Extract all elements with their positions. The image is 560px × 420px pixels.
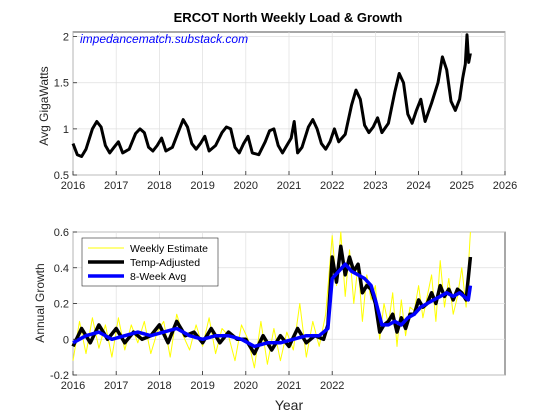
x-tick-label: 2019 xyxy=(190,380,214,392)
watermark-text: impedancematch.substack.com xyxy=(80,32,248,46)
y-tick-label: 2 xyxy=(63,32,69,44)
series-line-2 xyxy=(72,262,473,349)
load-chart-grid xyxy=(72,32,506,176)
legend-label-avg: 8-Week Avg xyxy=(130,271,186,283)
x-tick-label: 2017 xyxy=(104,180,128,192)
legend: Weekly Estimate Temp-Adjusted 8-Week Avg xyxy=(81,237,219,287)
x-tick-label: 2023 xyxy=(363,180,387,192)
growth-chart: 2016 2017 2018 2019 2020 2021 2022 -0.2 0 0.2 0.4… xyxy=(33,227,506,413)
load-chart-yticks: 0.5 1 1.5 2 xyxy=(54,32,77,182)
growth-chart-yticks: -0.2 0 0.2 0.4 0.6 xyxy=(50,227,77,382)
x-tick-label: 2021 xyxy=(277,180,301,192)
y-tick-label: 0.2 xyxy=(54,299,69,311)
x-tick-label: 2017 xyxy=(104,380,128,392)
x-tick-label: 2026 xyxy=(493,180,517,192)
x-tick-label: 2025 xyxy=(450,180,474,192)
y-tick-label: 0 xyxy=(63,334,69,346)
load-chart-series xyxy=(71,33,472,158)
load-chart: ERCOT North Weekly Load & Growth 2016 201… xyxy=(37,10,517,192)
y-tick-label: 0.5 xyxy=(54,170,69,182)
x-tick-label: 2016 xyxy=(61,380,85,392)
legend-label-weekly: Weekly Estimate xyxy=(130,243,208,255)
growth-chart-xlabel: Year xyxy=(275,397,304,413)
y-tick-label: 1 xyxy=(63,124,69,136)
series-line-0 xyxy=(71,33,472,158)
load-chart-xticks: 2016 2017 2018 2019 2020 2021 2022 2023 2024 2025… xyxy=(61,171,517,192)
x-tick-label: 2022 xyxy=(320,180,344,192)
load-chart-title: ERCOT North Weekly Load & Growth xyxy=(174,10,403,25)
x-tick-label: 2021 xyxy=(277,380,301,392)
x-tick-label: 2022 xyxy=(320,380,344,392)
growth-chart-series xyxy=(71,231,473,369)
growth-chart-ylabel: Annual Growth xyxy=(33,263,47,342)
x-tick-label: 2020 xyxy=(234,380,258,392)
x-tick-label: 2019 xyxy=(190,180,214,192)
x-tick-label: 2020 xyxy=(234,180,258,192)
y-tick-label: 0.4 xyxy=(54,263,69,275)
load-chart-ylabel: Avg GigaWatts xyxy=(37,66,51,145)
y-tick-label: 1.5 xyxy=(54,78,69,90)
series-line-0 xyxy=(72,231,471,369)
y-tick-label: -0.2 xyxy=(50,370,69,382)
x-tick-label: 2018 xyxy=(147,380,171,392)
x-tick-label: 2018 xyxy=(147,180,171,192)
y-tick-label: 0.6 xyxy=(54,227,69,239)
legend-label-temp: Temp-Adjusted xyxy=(130,257,200,269)
x-tick-label: 2024 xyxy=(406,180,430,192)
growth-chart-xticks: 2016 2017 2018 2019 2020 2021 2022 xyxy=(61,371,344,392)
x-tick-label: 2016 xyxy=(61,180,85,192)
